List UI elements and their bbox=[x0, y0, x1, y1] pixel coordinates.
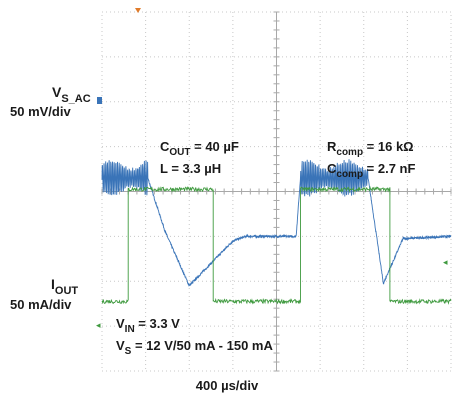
annotation-rcomp: Rcomp = 16 kΩ bbox=[327, 139, 414, 158]
ch1-ground-marker bbox=[97, 97, 102, 104]
trigger-marker bbox=[135, 8, 141, 13]
ch1-name: VS_AC bbox=[52, 84, 91, 105]
annotation-vin: VIN = 3.3 V bbox=[116, 316, 180, 335]
annotation-vs: VS = 12 V/50 mA - 150 mA bbox=[116, 338, 273, 357]
annotation-l: L = 3.3 µH bbox=[160, 161, 221, 176]
ch2-name: IOUT bbox=[51, 276, 78, 297]
ch1-scale: 50 mV/div bbox=[10, 104, 71, 119]
annotation-cout: COUT = 40 µF bbox=[160, 139, 239, 158]
ch2-ground-marker: ◂ bbox=[96, 320, 101, 330]
time-scale-label: 400 µs/div bbox=[196, 378, 259, 393]
ch2-scale: 50 mA/div bbox=[10, 297, 72, 312]
ch2-edge-marker: ◂ bbox=[443, 257, 448, 267]
